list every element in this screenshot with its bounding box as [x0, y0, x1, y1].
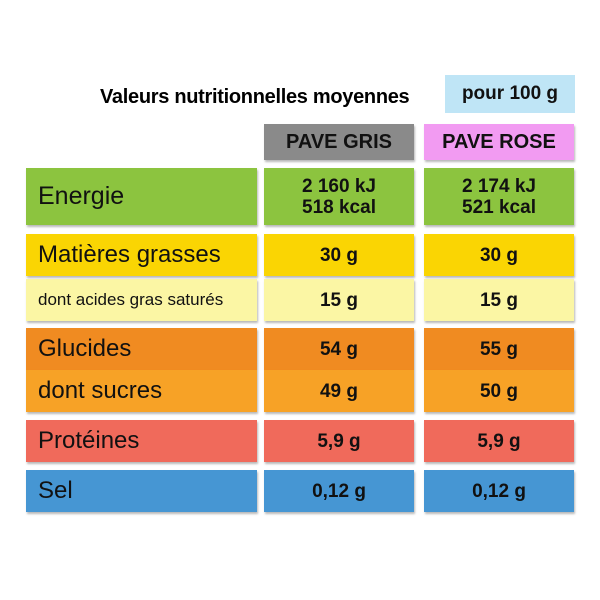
column-header-pave-rose: PAVE ROSE	[424, 124, 574, 160]
per-100g-label: pour 100 g	[461, 83, 559, 104]
sel-value-rose: 0,12 g	[424, 470, 574, 512]
row-label-sel: Sel	[26, 470, 257, 512]
matieres-grasses-label: Matières grasses	[38, 241, 221, 268]
proteines-gris-text: 5,9 g	[317, 430, 361, 452]
proteines-label: Protéines	[38, 427, 140, 454]
energie-value-gris: 2 160 kJ 518 kcal	[264, 168, 414, 225]
matieres-grasses-gris-text: 30 g	[319, 244, 359, 266]
sel-gris-text: 0,12 g	[312, 480, 366, 502]
matieres-grasses-value-gris: 30 g	[264, 234, 414, 276]
column-header-pave-gris-label: PAVE GRIS	[286, 130, 392, 153]
table-title: Valeurs nutritionnelles moyennes	[100, 85, 410, 108]
energie-kcal-gris: 518 kcal	[302, 196, 376, 218]
acides-gras-satures-value-rose: 15 g	[424, 279, 574, 321]
row-label-matieres-grasses: Matières grasses	[26, 234, 257, 276]
sel-label: Sel	[38, 477, 73, 504]
row-label-energie: Energie	[26, 168, 257, 225]
column-header-pave-gris: PAVE GRIS	[264, 124, 414, 160]
row-label-proteines: Protéines	[26, 420, 257, 462]
glucides-label: Glucides	[38, 335, 132, 362]
glucides-value-gris: 54 g	[264, 328, 414, 370]
proteines-rose-text: 5,9 g	[477, 430, 521, 452]
sucres-label: dont sucres	[38, 377, 163, 404]
energie-value-rose: 2 174 kJ 521 kcal	[424, 168, 574, 225]
glucides-value-rose: 55 g	[424, 328, 574, 370]
acides-gras-satures-gris-text: 15 g	[319, 289, 359, 311]
energie-kj-gris: 2 160 kJ	[302, 175, 376, 197]
matieres-grasses-value-rose: 30 g	[424, 234, 574, 276]
acides-gras-satures-rose-text: 15 g	[479, 289, 519, 311]
proteines-value-gris: 5,9 g	[264, 420, 414, 462]
glucides-rose-text: 55 g	[479, 338, 519, 360]
row-label-glucides: Glucides	[26, 328, 257, 370]
row-label-acides-gras-satures: dont acides gras saturés	[26, 279, 257, 321]
per-100g-badge: pour 100 g	[445, 75, 575, 113]
sel-value-gris: 0,12 g	[264, 470, 414, 512]
sel-rose-text: 0,12 g	[472, 480, 526, 502]
glucides-gris-text: 54 g	[319, 338, 359, 360]
matieres-grasses-rose-text: 30 g	[479, 244, 519, 266]
sucres-rose-text: 50 g	[479, 380, 519, 402]
column-header-pave-rose-label: PAVE ROSE	[442, 130, 556, 153]
sucres-gris-text: 49 g	[319, 380, 359, 402]
acides-gras-satures-value-gris: 15 g	[264, 279, 414, 321]
proteines-value-rose: 5,9 g	[424, 420, 574, 462]
row-label-sucres: dont sucres	[26, 370, 257, 412]
energie-label: Energie	[38, 182, 125, 210]
acides-gras-satures-label: dont acides gras saturés	[38, 290, 224, 309]
energie-kj-rose: 2 174 kJ	[462, 175, 536, 197]
energie-kcal-rose: 521 kcal	[462, 196, 536, 218]
sucres-value-rose: 50 g	[424, 370, 574, 412]
sucres-value-gris: 49 g	[264, 370, 414, 412]
